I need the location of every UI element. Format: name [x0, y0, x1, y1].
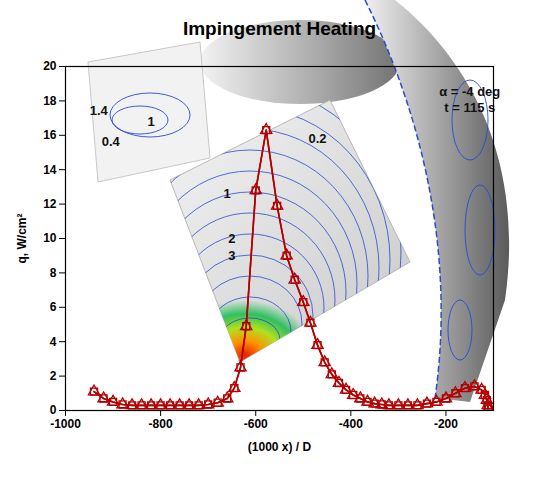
svg-text:-1000: -1000	[50, 417, 81, 431]
svg-text:2: 2	[228, 231, 235, 246]
svg-text:20: 20	[43, 59, 57, 73]
svg-text:-800: -800	[149, 417, 173, 431]
svg-text:-400: -400	[339, 417, 363, 431]
svg-text:1: 1	[147, 114, 154, 129]
svg-text:(1000 x) / D: (1000 x) / D	[248, 440, 312, 454]
svg-text:0.2: 0.2	[309, 131, 327, 146]
svg-text:4: 4	[50, 335, 57, 349]
svg-text:0: 0	[50, 403, 57, 417]
svg-text:6: 6	[50, 300, 57, 314]
svg-text:t = 115 s: t = 115 s	[444, 100, 495, 115]
svg-text:-600: -600	[244, 417, 268, 431]
svg-text:16: 16	[43, 128, 57, 142]
svg-text:1: 1	[224, 186, 231, 201]
svg-text:12: 12	[43, 197, 57, 211]
svg-text:10: 10	[43, 231, 57, 245]
svg-text:8: 8	[50, 266, 57, 280]
svg-text:1.4: 1.4	[90, 103, 109, 118]
svg-text:18: 18	[43, 94, 57, 108]
svg-text:α = -4 deg: α = -4 deg	[439, 84, 500, 99]
svg-text:0.4: 0.4	[102, 134, 121, 149]
svg-text:Impingement Heating: Impingement Heating	[183, 18, 376, 39]
svg-text:14: 14	[43, 163, 57, 177]
svg-text:2: 2	[50, 369, 57, 383]
svg-text:3: 3	[228, 248, 235, 263]
svg-text:q, W/cm²: q, W/cm²	[15, 213, 29, 263]
svg-text:-200: -200	[434, 417, 458, 431]
